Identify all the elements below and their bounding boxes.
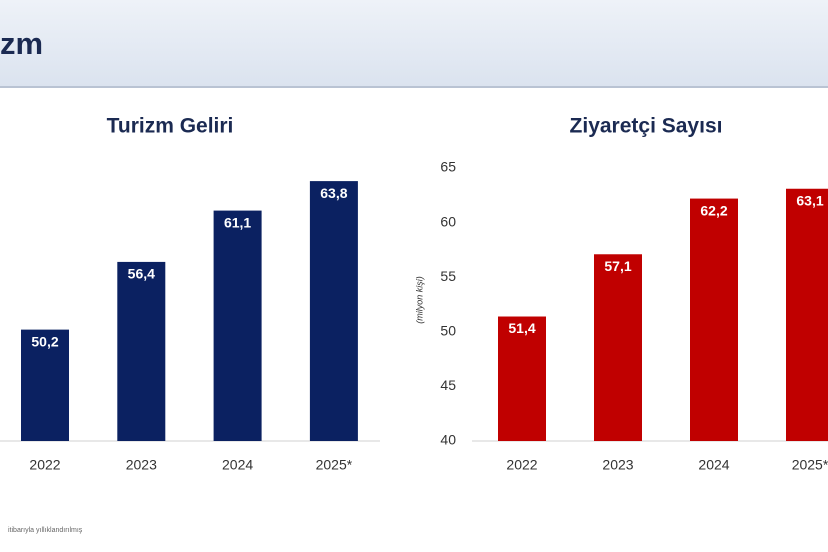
value-label: 62,2 xyxy=(700,202,727,218)
value-label: 56,4 xyxy=(128,266,155,282)
bar xyxy=(786,188,828,441)
x-tick-label: 2023 xyxy=(126,457,157,473)
y-axis-label: (milyon kişi) xyxy=(414,276,424,324)
header-band xyxy=(0,0,828,86)
x-tick-label: 2023 xyxy=(602,457,633,473)
bar xyxy=(213,210,262,441)
value-label: 63,8 xyxy=(320,185,347,201)
value-label: 63,1 xyxy=(796,192,823,208)
x-tick-label: 2025* xyxy=(316,457,353,473)
x-tick-label: 2025* xyxy=(792,457,828,473)
value-label: 61,1 xyxy=(224,214,251,230)
x-tick-label: 2024 xyxy=(698,457,729,473)
bar xyxy=(309,181,358,441)
chart-title: Turizm Geliri xyxy=(107,115,234,138)
bar xyxy=(498,316,546,441)
chart-title: Ziyaretçi Sayısı xyxy=(570,115,723,138)
x-tick-label: 2022 xyxy=(506,457,537,473)
value-label: 50,2 xyxy=(31,333,58,349)
header-title: zm xyxy=(0,26,43,61)
y-tick-label: 45 xyxy=(440,377,456,393)
bar xyxy=(21,329,69,441)
y-tick-label: 40 xyxy=(440,432,456,448)
value-label: 51,4 xyxy=(508,320,535,336)
bar xyxy=(117,261,166,441)
y-tick-label: 60 xyxy=(440,213,456,229)
x-tick-label: 2022 xyxy=(29,457,60,473)
y-tick-label: 50 xyxy=(440,323,456,339)
bar xyxy=(690,198,738,441)
x-tick-label: 2024 xyxy=(222,457,253,473)
value-label: 57,1 xyxy=(604,258,631,274)
footnote: itibarıyla yıllıklandırılmış xyxy=(8,527,83,534)
y-tick-label: 65 xyxy=(440,159,456,175)
bar xyxy=(594,254,642,441)
y-tick-label: 55 xyxy=(440,268,456,284)
